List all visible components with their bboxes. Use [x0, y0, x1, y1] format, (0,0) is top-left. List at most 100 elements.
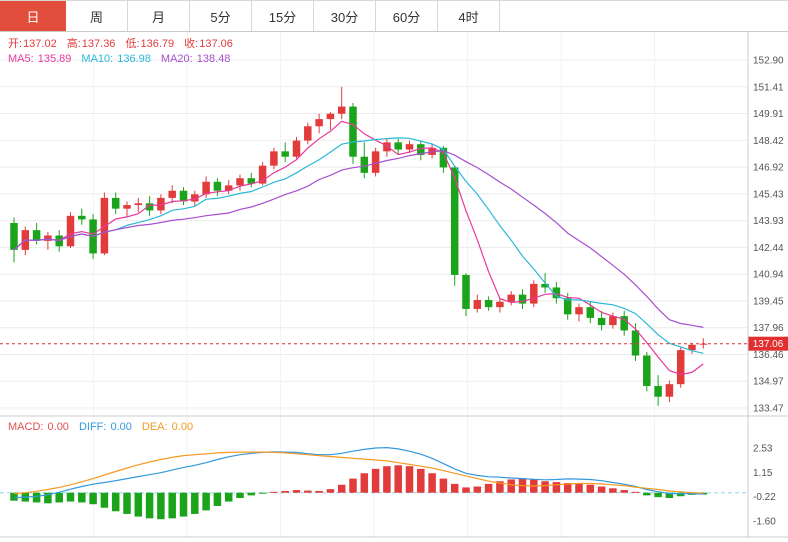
macd-bar [665, 492, 674, 499]
tab-4hour[interactable]: 4时 [438, 1, 500, 31]
tab-30min[interactable]: 30分 [314, 1, 376, 31]
candle [484, 300, 493, 308]
macd-bar [258, 492, 267, 494]
macd-bar [111, 492, 120, 512]
macd-bar [326, 489, 335, 493]
ma20-line [13, 150, 704, 328]
candle [676, 350, 685, 385]
candle [66, 215, 75, 247]
macd-bar [609, 488, 617, 493]
macd-bar [541, 481, 549, 493]
ma5-line [13, 120, 704, 376]
current-price-tag [748, 336, 788, 351]
candlestick-chart-canvas[interactable]: 152.90 151.41 149.91 148.42 146.92 145.43 143.… [0, 32, 788, 542]
candle [496, 301, 504, 308]
macd-bar [224, 492, 233, 502]
chart-area: 152.90 151.41 149.91 148.42 146.92 145.43 143.… [0, 32, 788, 542]
candle [620, 316, 628, 331]
candle [157, 197, 165, 211]
candle [552, 287, 561, 299]
candle [360, 156, 369, 173]
candle [439, 147, 448, 168]
tab-week[interactable]: 周 [66, 1, 128, 31]
candle [32, 230, 41, 241]
macd-bar [552, 482, 561, 493]
macd-bar [236, 492, 244, 499]
candle [145, 203, 154, 211]
tab-week-label: 周 [89, 9, 103, 25]
candle [473, 300, 482, 309]
price-axis-label: 133.47 [753, 404, 784, 415]
toolbar-spacer [500, 1, 788, 31]
macd-bar [44, 492, 52, 504]
candle [586, 307, 595, 318]
tab-15min-label: 15分 [268, 9, 297, 25]
candle [337, 106, 346, 114]
macd-bar [484, 483, 493, 493]
price-axis-label: 142.44 [753, 243, 784, 254]
candle [326, 113, 335, 120]
candle [394, 142, 402, 150]
macd-bar [439, 478, 448, 493]
macd-bar [134, 492, 143, 517]
tab-day[interactable]: 日 [0, 1, 66, 31]
tab-60min-label: 60分 [392, 9, 421, 25]
ma10-line [13, 137, 704, 354]
candle [688, 344, 696, 351]
price-axis-label: 136.46 [753, 350, 784, 361]
tab-month[interactable]: 月 [128, 1, 190, 31]
macd-bar [654, 492, 662, 498]
macd-bar [496, 481, 504, 493]
price-axis-label: 134.97 [753, 377, 784, 388]
macd-bar [371, 468, 380, 493]
current-price-tag-label: 137.06 [753, 339, 784, 350]
candle [563, 298, 572, 315]
candle [665, 384, 674, 397]
diff-line [13, 446, 704, 499]
tab-day-label: 日 [26, 9, 40, 25]
macd-bar [10, 492, 18, 501]
candle [383, 142, 391, 152]
macd-bar [179, 492, 188, 517]
tab-4hour-label: 4时 [458, 9, 479, 25]
candle [44, 235, 52, 241]
macd-bar [417, 468, 425, 493]
candle [134, 203, 143, 206]
candle [349, 106, 357, 157]
candle [191, 194, 199, 202]
tab-15min[interactable]: 15分 [252, 1, 314, 31]
candle [100, 197, 109, 254]
macd-bar [89, 492, 97, 505]
candle [270, 151, 278, 166]
candle [371, 151, 380, 173]
candle [654, 385, 662, 397]
candle [202, 181, 210, 195]
macd-axis-label: 1.15 [753, 468, 773, 479]
candle [179, 190, 188, 202]
timeframe-toolbar: 日 周 月 5分 15分 30分 60分 4时 [0, 0, 788, 32]
tab-60min[interactable]: 60分 [376, 1, 438, 31]
candle [417, 144, 425, 155]
candle [450, 167, 459, 275]
candle [609, 316, 617, 326]
macd-bar [168, 492, 176, 519]
tab-5min[interactable]: 5分 [190, 1, 252, 31]
candle [631, 330, 640, 356]
candle [224, 185, 233, 191]
macd-bar [202, 492, 210, 511]
macd-bar [643, 492, 651, 496]
macd-bar [575, 483, 583, 493]
macd-bar [405, 466, 414, 493]
price-axis-label: 146.92 [753, 163, 784, 174]
macd-bar [32, 492, 41, 503]
candle [281, 151, 289, 157]
macd-bar [631, 491, 640, 493]
candle [78, 215, 86, 220]
macd-bar [620, 490, 628, 493]
macd-bar [304, 490, 312, 493]
candle [315, 119, 323, 127]
candle [247, 178, 256, 184]
price-axis-label: 149.91 [753, 109, 784, 120]
price-axis-label: 148.42 [753, 136, 784, 147]
